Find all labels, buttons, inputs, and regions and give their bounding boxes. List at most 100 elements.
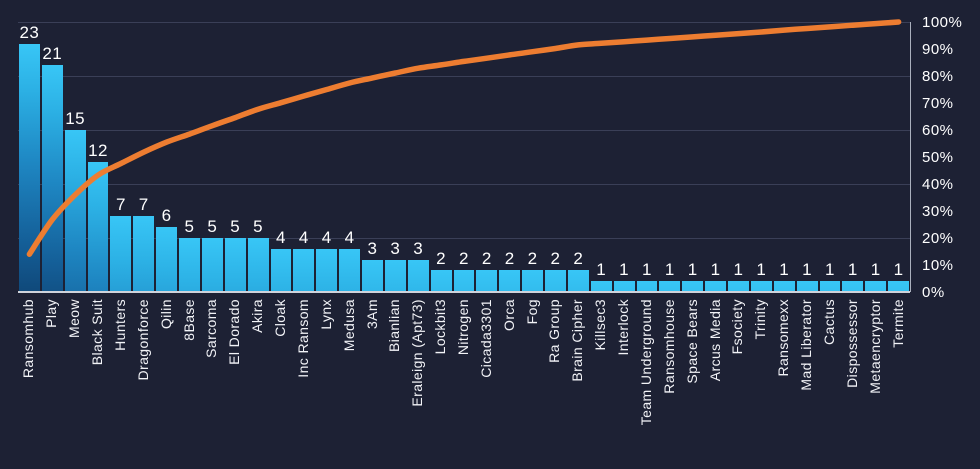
category-label: Sarcoma	[203, 299, 220, 358]
category-label: Arcus Media	[706, 299, 723, 382]
bar-value-label: 2	[459, 249, 469, 269]
category-label: Cicada3301	[477, 299, 494, 378]
category-label: Akira	[249, 299, 266, 333]
gridline	[18, 184, 910, 185]
bar	[728, 281, 749, 292]
bar-value-label: 1	[824, 260, 835, 280]
bar	[796, 281, 818, 292]
bar	[567, 270, 589, 292]
bar	[842, 281, 864, 292]
bar-value-label: 1	[802, 260, 813, 280]
bar-value-label: 1	[847, 260, 858, 280]
category-label: Dragonforce	[134, 299, 151, 381]
category-label: Ransomexx	[775, 299, 792, 377]
category-label: Nitrogen	[455, 299, 471, 356]
right-axis-tick-label: 30%	[922, 203, 954, 220]
bar-value-label: 2	[573, 249, 584, 269]
category-label: Play	[43, 299, 60, 328]
gridline	[18, 76, 910, 77]
category-label: 8Base	[180, 299, 197, 341]
category-label: Hunters	[111, 299, 128, 351]
bar	[682, 281, 704, 292]
category-label: Qilin	[157, 299, 174, 330]
bar	[659, 281, 681, 292]
bar	[41, 65, 63, 292]
bar-value-label: 1	[710, 260, 721, 280]
right-axis-tick-label: 0%	[922, 284, 945, 301]
bar	[865, 281, 887, 292]
bar	[293, 248, 315, 292]
bar-value-label: 21	[42, 44, 63, 64]
category-label: Metaencryptor	[866, 299, 883, 394]
right-axis-tick-label: 20%	[922, 230, 954, 247]
bar	[636, 281, 658, 292]
bar	[316, 248, 338, 292]
bar-value-label: 1	[687, 260, 698, 280]
bar	[110, 216, 132, 292]
bar	[201, 238, 223, 292]
category-label: El Dorado	[226, 299, 243, 365]
bar-value-label: 1	[779, 260, 790, 280]
bar-value-label: 1	[733, 260, 744, 280]
category-label: Mad Liberator	[798, 299, 815, 391]
bar	[339, 248, 361, 292]
category-label: Medusa	[340, 299, 357, 352]
category-label: Meow	[66, 299, 83, 338]
bar	[87, 162, 109, 292]
right-axis-line	[910, 22, 911, 292]
bar-value-label: 1	[893, 260, 904, 280]
category-label: Orca	[500, 299, 517, 331]
bar	[179, 238, 200, 292]
bar-value-label: 1	[641, 260, 652, 280]
category-label: Lynx	[317, 299, 334, 330]
bar-value-label: 15	[65, 109, 86, 128]
bar	[19, 43, 40, 292]
category-label: Inc Ransom	[294, 299, 311, 378]
right-axis-tick-label: 10%	[922, 257, 954, 274]
category-label: Eraleign (Apt73)	[409, 299, 426, 407]
bar-value-label: 12	[88, 141, 108, 161]
right-axis-tick-label: 40%	[922, 176, 954, 193]
category-label: 3Am	[363, 299, 380, 329]
bar-value-label: 2	[550, 249, 561, 269]
category-label: Killsec3	[592, 299, 609, 351]
bar	[522, 270, 544, 292]
category-label: Interlock	[615, 299, 632, 356]
category-label: Lockbit3	[432, 299, 449, 355]
bar	[224, 238, 246, 292]
right-axis-tick-label: 70%	[922, 95, 954, 112]
gridline	[18, 22, 910, 23]
bar	[545, 270, 566, 292]
category-label: Termite	[889, 299, 906, 348]
bar-value-label: 2	[481, 249, 492, 269]
bar	[613, 281, 635, 292]
bar-value-label: 2	[436, 249, 447, 269]
right-axis-tick-label: 80%	[922, 68, 954, 85]
bar-value-label: 23	[19, 22, 40, 42]
bar	[888, 281, 909, 292]
bar	[476, 270, 498, 292]
bar	[819, 281, 841, 292]
bar	[384, 259, 406, 292]
bar	[773, 281, 795, 292]
bar-value-label: 1	[870, 260, 881, 280]
bar	[407, 259, 429, 292]
bar	[705, 281, 726, 292]
category-label: Fsociety	[729, 299, 746, 355]
bar-value-label: 1	[756, 260, 767, 280]
bar-value-label: 1	[596, 260, 607, 280]
category-label: Brain Cipher	[569, 299, 586, 382]
bar	[270, 248, 292, 292]
category-label: Bianlian	[386, 299, 403, 353]
category-label: Black Suit	[89, 299, 106, 366]
category-label: Cactus	[820, 299, 837, 345]
bar-value-label: 1	[619, 260, 630, 280]
category-label: Dispossessor	[843, 299, 860, 388]
bar	[499, 270, 521, 292]
category-label: Cloak	[272, 299, 289, 337]
bar	[133, 216, 155, 292]
category-label: Fog	[523, 299, 540, 325]
bar	[430, 270, 452, 292]
right-axis-tick-label: 60%	[922, 122, 954, 139]
